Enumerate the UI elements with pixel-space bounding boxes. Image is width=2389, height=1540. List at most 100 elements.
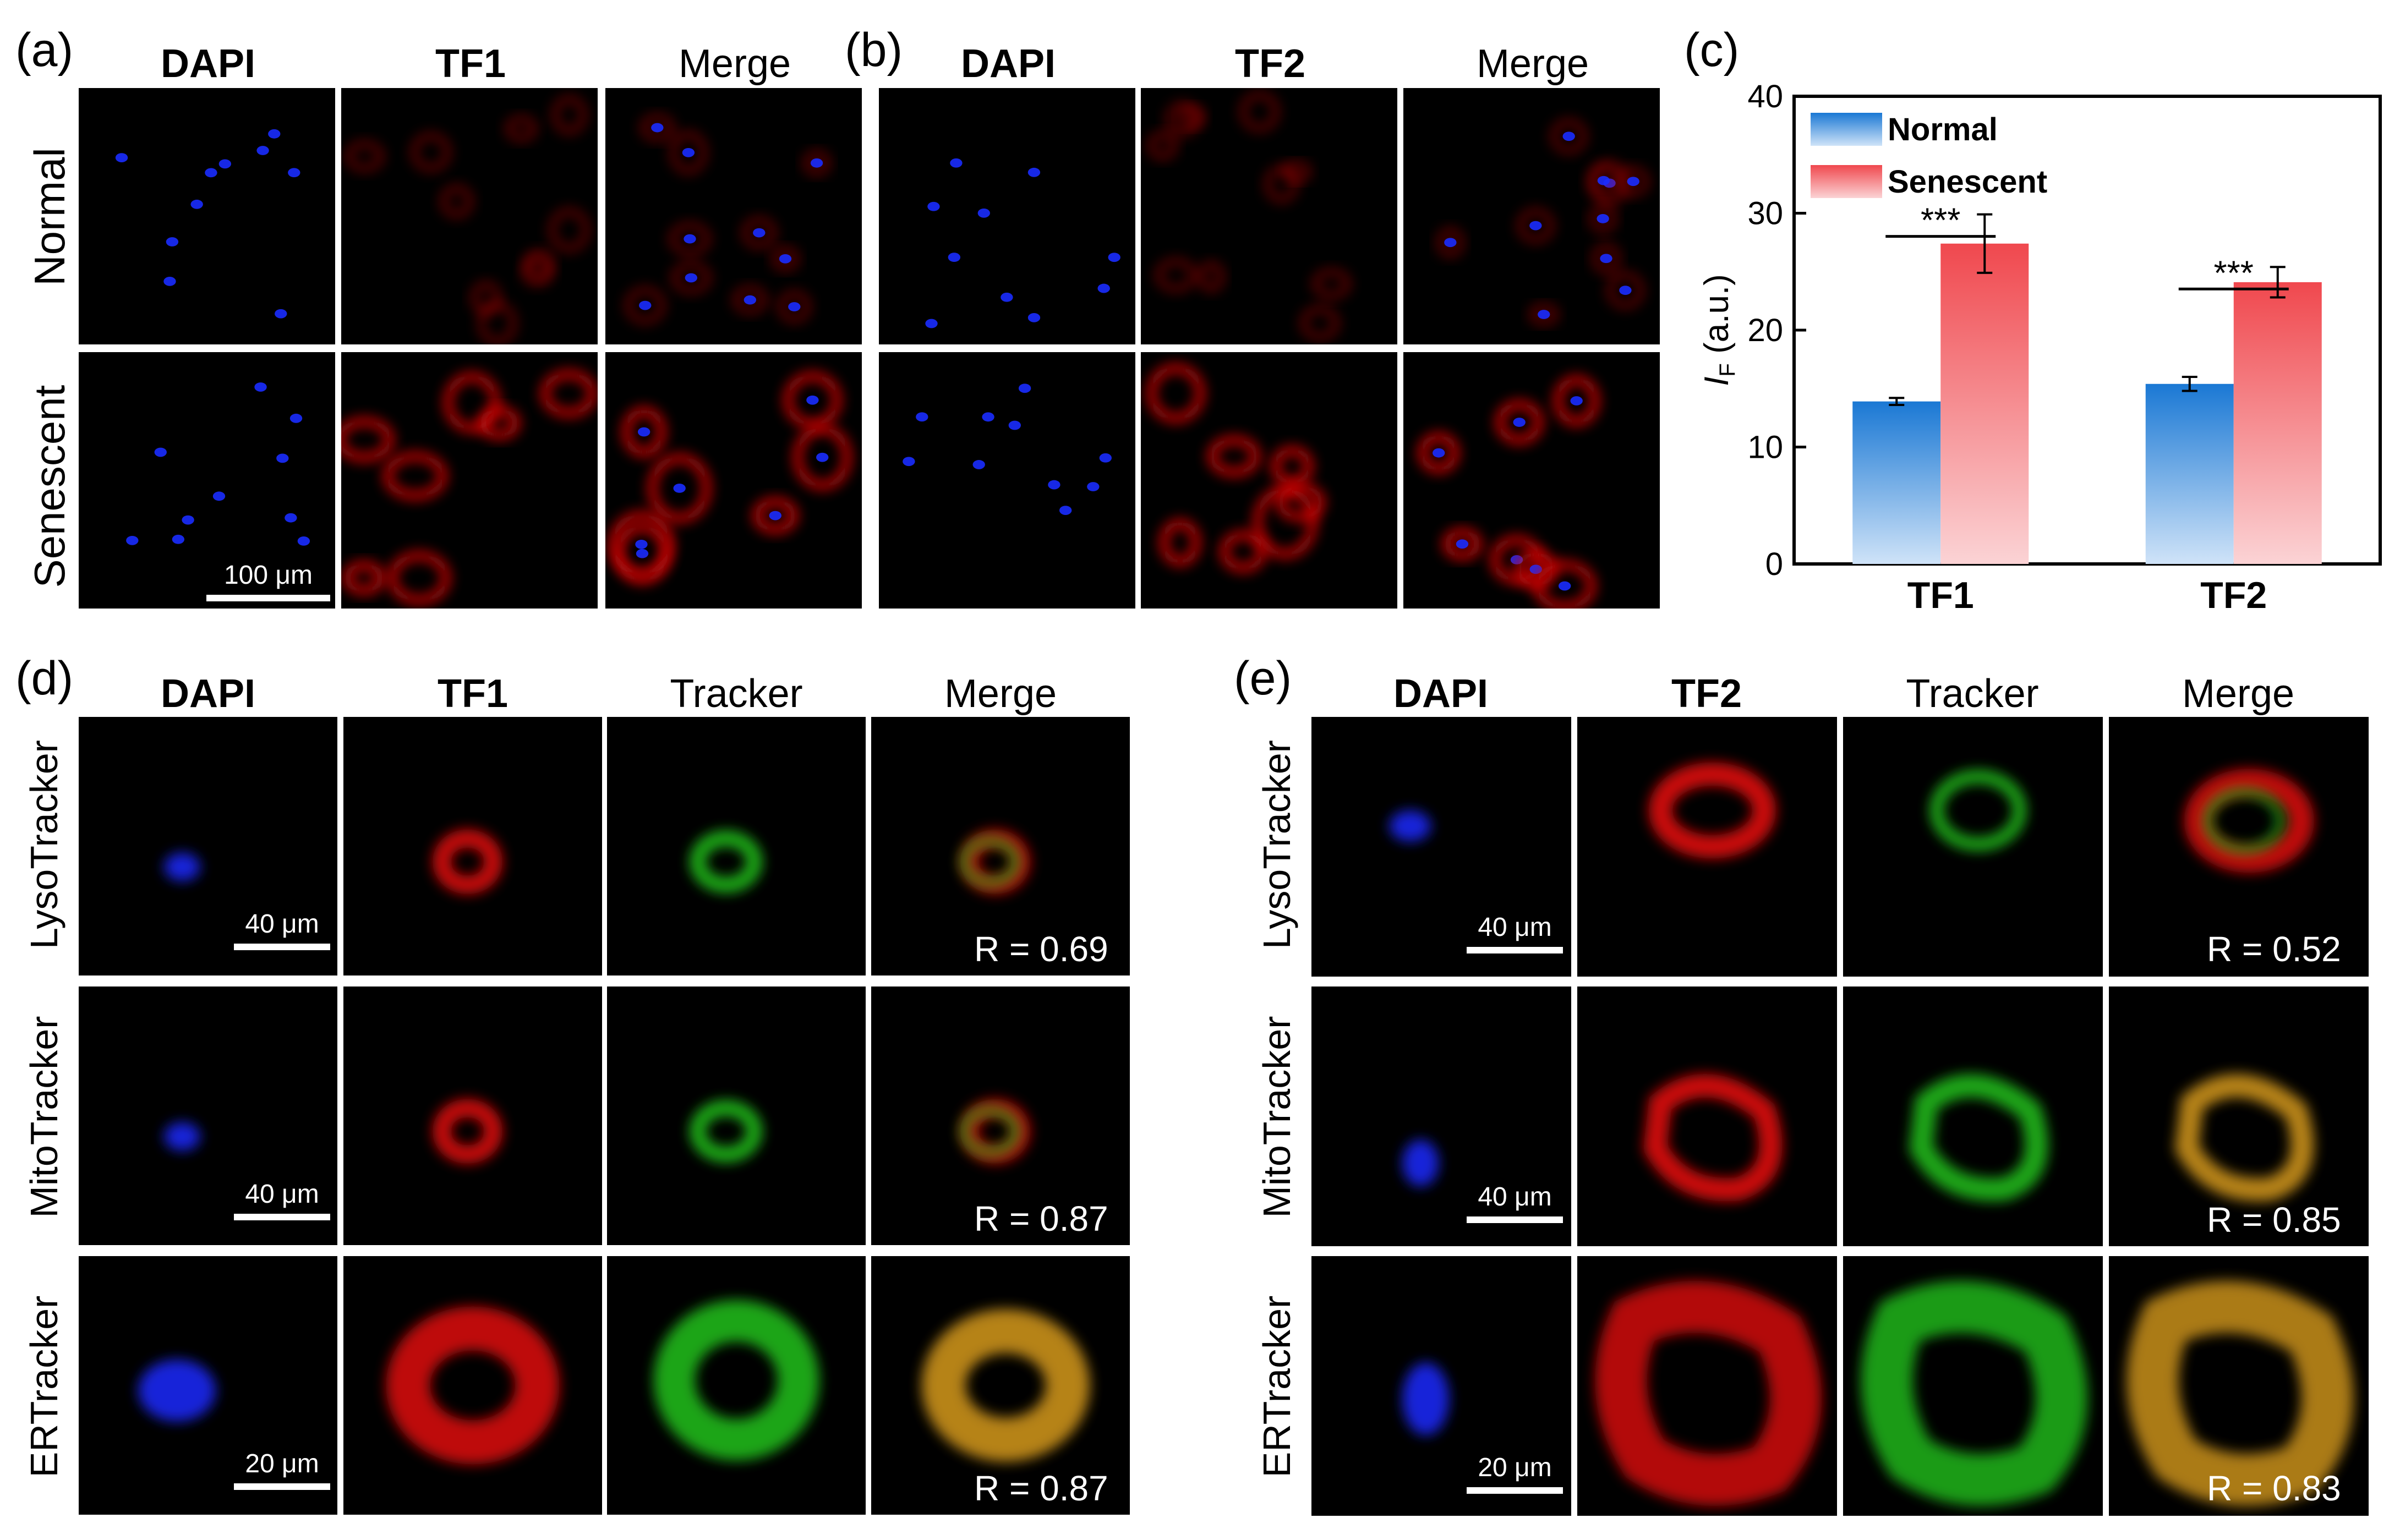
- scale-bar-d-3-label: 20 μm: [245, 1449, 319, 1478]
- micrograph-d-mito-tracker: [607, 987, 866, 1245]
- panel-a-row-normal: Normal: [25, 147, 74, 286]
- micrograph-e-er-merge: [2109, 1256, 2369, 1516]
- scale-bar-d-3-line: [234, 1483, 330, 1490]
- micrograph-d-lyso-merge: [871, 717, 1130, 975]
- panel-e-header-tracker: Tracker: [1906, 672, 2039, 716]
- micrograph-e-mito-merge: [2109, 987, 2369, 1246]
- micrograph-b-normal-merge: [1403, 88, 1660, 344]
- panel-d-header-tf1: TF1: [437, 672, 508, 716]
- micrograph-d-mito-dapi: [79, 987, 337, 1245]
- y-tick-label-10: 10: [1747, 430, 1783, 465]
- micrograph-d-lyso-dapi: [79, 717, 337, 975]
- micrograph-e-mito-tracker: [1843, 987, 2103, 1246]
- micrograph-d-mito-tf1: [343, 987, 602, 1245]
- micrograph-e-lyso-tf2: [1577, 717, 1837, 977]
- scale-bar-e-3-label: 20 μm: [1478, 1453, 1552, 1482]
- micrograph-e-er-dapi: [1311, 1256, 1571, 1516]
- scale-bar-a-label: 100 μm: [223, 561, 313, 590]
- panel-d-header-merge: Merge: [944, 672, 1057, 716]
- micrograph-a-senescent-merge: [605, 352, 862, 609]
- micrograph-d-mito-merge: [871, 987, 1130, 1245]
- scale-bar-e-2-label: 40 μm: [1478, 1182, 1552, 1212]
- y-tick-label-40: 40: [1747, 79, 1783, 114]
- scale-bar-e-1-label: 40 μm: [1478, 913, 1552, 942]
- micrograph-b-normal-tf2: [1141, 88, 1397, 344]
- scale-bar-e-2: 40 μm: [1467, 1182, 1563, 1223]
- micrograph-e-er-tf2: [1577, 1256, 1837, 1516]
- panel-d-row-mitotracker: MitoTracker: [23, 1016, 65, 1218]
- panel-b-header-tf2: TF2: [1234, 42, 1305, 86]
- y-axis-label: IF (a.u.): [1698, 274, 1740, 386]
- panel-a-row-senescent: Senescent: [25, 385, 74, 588]
- micrograph-d-er-tracker: [607, 1256, 866, 1515]
- panel-b-header-merge: Merge: [1476, 42, 1589, 86]
- legend-label-normal: Normal: [1888, 112, 1998, 147]
- panel-e-row-lysotracker: LysoTracker: [1255, 740, 1298, 949]
- micrograph-a-normal-dapi: [79, 88, 335, 344]
- scale-bar-e-1: 40 μm: [1467, 912, 1563, 953]
- x-tick-label-tf2: TF2: [2200, 574, 2267, 616]
- micrograph-d-er-tf1: [343, 1256, 602, 1515]
- micrograph-e-mito-dapi: [1311, 987, 1571, 1246]
- x-tick-label-tf1: TF1: [1907, 574, 1974, 616]
- micrograph-b-senescent-merge: [1403, 352, 1660, 609]
- scale-bar-d-1-label: 40 μm: [245, 909, 319, 939]
- panel-e-row-ertracker: ERTracker: [1255, 1295, 1298, 1478]
- y-tick-label-20: 20: [1747, 313, 1783, 348]
- micrograph-e-lyso-merge: [2109, 717, 2369, 977]
- bar-normal-tf1: [1852, 401, 1941, 564]
- legend-swatch-senescent: [1811, 165, 1882, 198]
- bar-normal-tf2: [2145, 383, 2234, 564]
- micrograph-e-mito-tf2: [1577, 987, 1837, 1246]
- scale-bar-d-2-label: 40 μm: [245, 1180, 319, 1209]
- r-value-e-er: R = 0.83: [2207, 1468, 2341, 1508]
- micrograph-e-er-tracker: [1843, 1256, 2103, 1516]
- scale-bar-a: 100 μm: [206, 560, 330, 601]
- panel-a-header-tf1: TF1: [435, 42, 506, 86]
- micrograph-e-lyso-dapi: [1311, 717, 1571, 977]
- micrograph-b-senescent-tf2: [1141, 352, 1397, 609]
- panel-d-row-ertracker: ERTracker: [23, 1295, 65, 1478]
- bar-senescent-tf2: [2233, 282, 2322, 564]
- bar-senescent-tf1: [1940, 243, 2029, 564]
- scale-bar-e-2-line: [1467, 1216, 1563, 1223]
- scale-bar-e-3: 20 μm: [1467, 1453, 1563, 1494]
- micrograph-a-senescent-dapi: [79, 352, 335, 609]
- y-tick-label-0: 0: [1765, 546, 1783, 582]
- scale-bar-d-1: 40 μm: [234, 909, 330, 950]
- scale-bar-e-1-line: [1467, 947, 1563, 953]
- panel-e-row-mitotracker: MitoTracker: [1255, 1016, 1298, 1218]
- legend-label-senescent: Senescent: [1888, 164, 2047, 200]
- panel-a-header-dapi: DAPI: [160, 42, 256, 86]
- micrograph-a-normal-merge: [605, 88, 862, 344]
- r-value-d-er: R = 0.87: [974, 1468, 1108, 1508]
- panel-e-header-tf2: TF2: [1671, 672, 1742, 716]
- significance-mark: ***: [1921, 202, 1960, 240]
- r-value-d-lyso: R = 0.69: [974, 929, 1108, 969]
- micrograph-a-normal-tf1: [341, 88, 598, 344]
- significance-mark: ***: [2214, 254, 2254, 292]
- scale-bar-d-3: 20 μm: [234, 1449, 330, 1490]
- panel-label-b: (b): [845, 24, 903, 76]
- panel-d-row-lysotracker: LysoTracker: [23, 740, 65, 949]
- panel-label-e: (e): [1234, 652, 1292, 705]
- r-value-d-mito: R = 0.87: [974, 1199, 1108, 1238]
- micrograph-d-lyso-tf1: [343, 717, 602, 975]
- panel-d-header-tracker: Tracker: [670, 672, 803, 716]
- scale-bar-a-line: [206, 595, 330, 601]
- micrograph-e-lyso-tracker: [1843, 717, 2103, 977]
- panel-e-header-dapi: DAPI: [1393, 672, 1489, 716]
- y-tick-label-30: 30: [1747, 196, 1783, 232]
- micrograph-b-senescent-dapi: [879, 352, 1135, 609]
- micrograph-d-er-merge: [871, 1256, 1130, 1515]
- panel-label-d: (d): [15, 652, 74, 705]
- micrograph-b-normal-dapi: [879, 88, 1135, 344]
- scale-bar-e-3-line: [1467, 1487, 1563, 1494]
- micrograph-d-er-dapi: [79, 1256, 337, 1515]
- micrograph-a-senescent-tf1: [341, 352, 598, 609]
- r-value-e-mito: R = 0.85: [2207, 1200, 2341, 1240]
- scale-bar-d-1-line: [234, 944, 330, 950]
- bar-chart-c: 0 10 20 30 40 IF (a.u.) *** TF1 *** TF2 Normal Sene…: [1698, 79, 2382, 616]
- panel-label-c: (c): [1684, 24, 1740, 76]
- scale-bar-d-2: 40 μm: [234, 1179, 330, 1220]
